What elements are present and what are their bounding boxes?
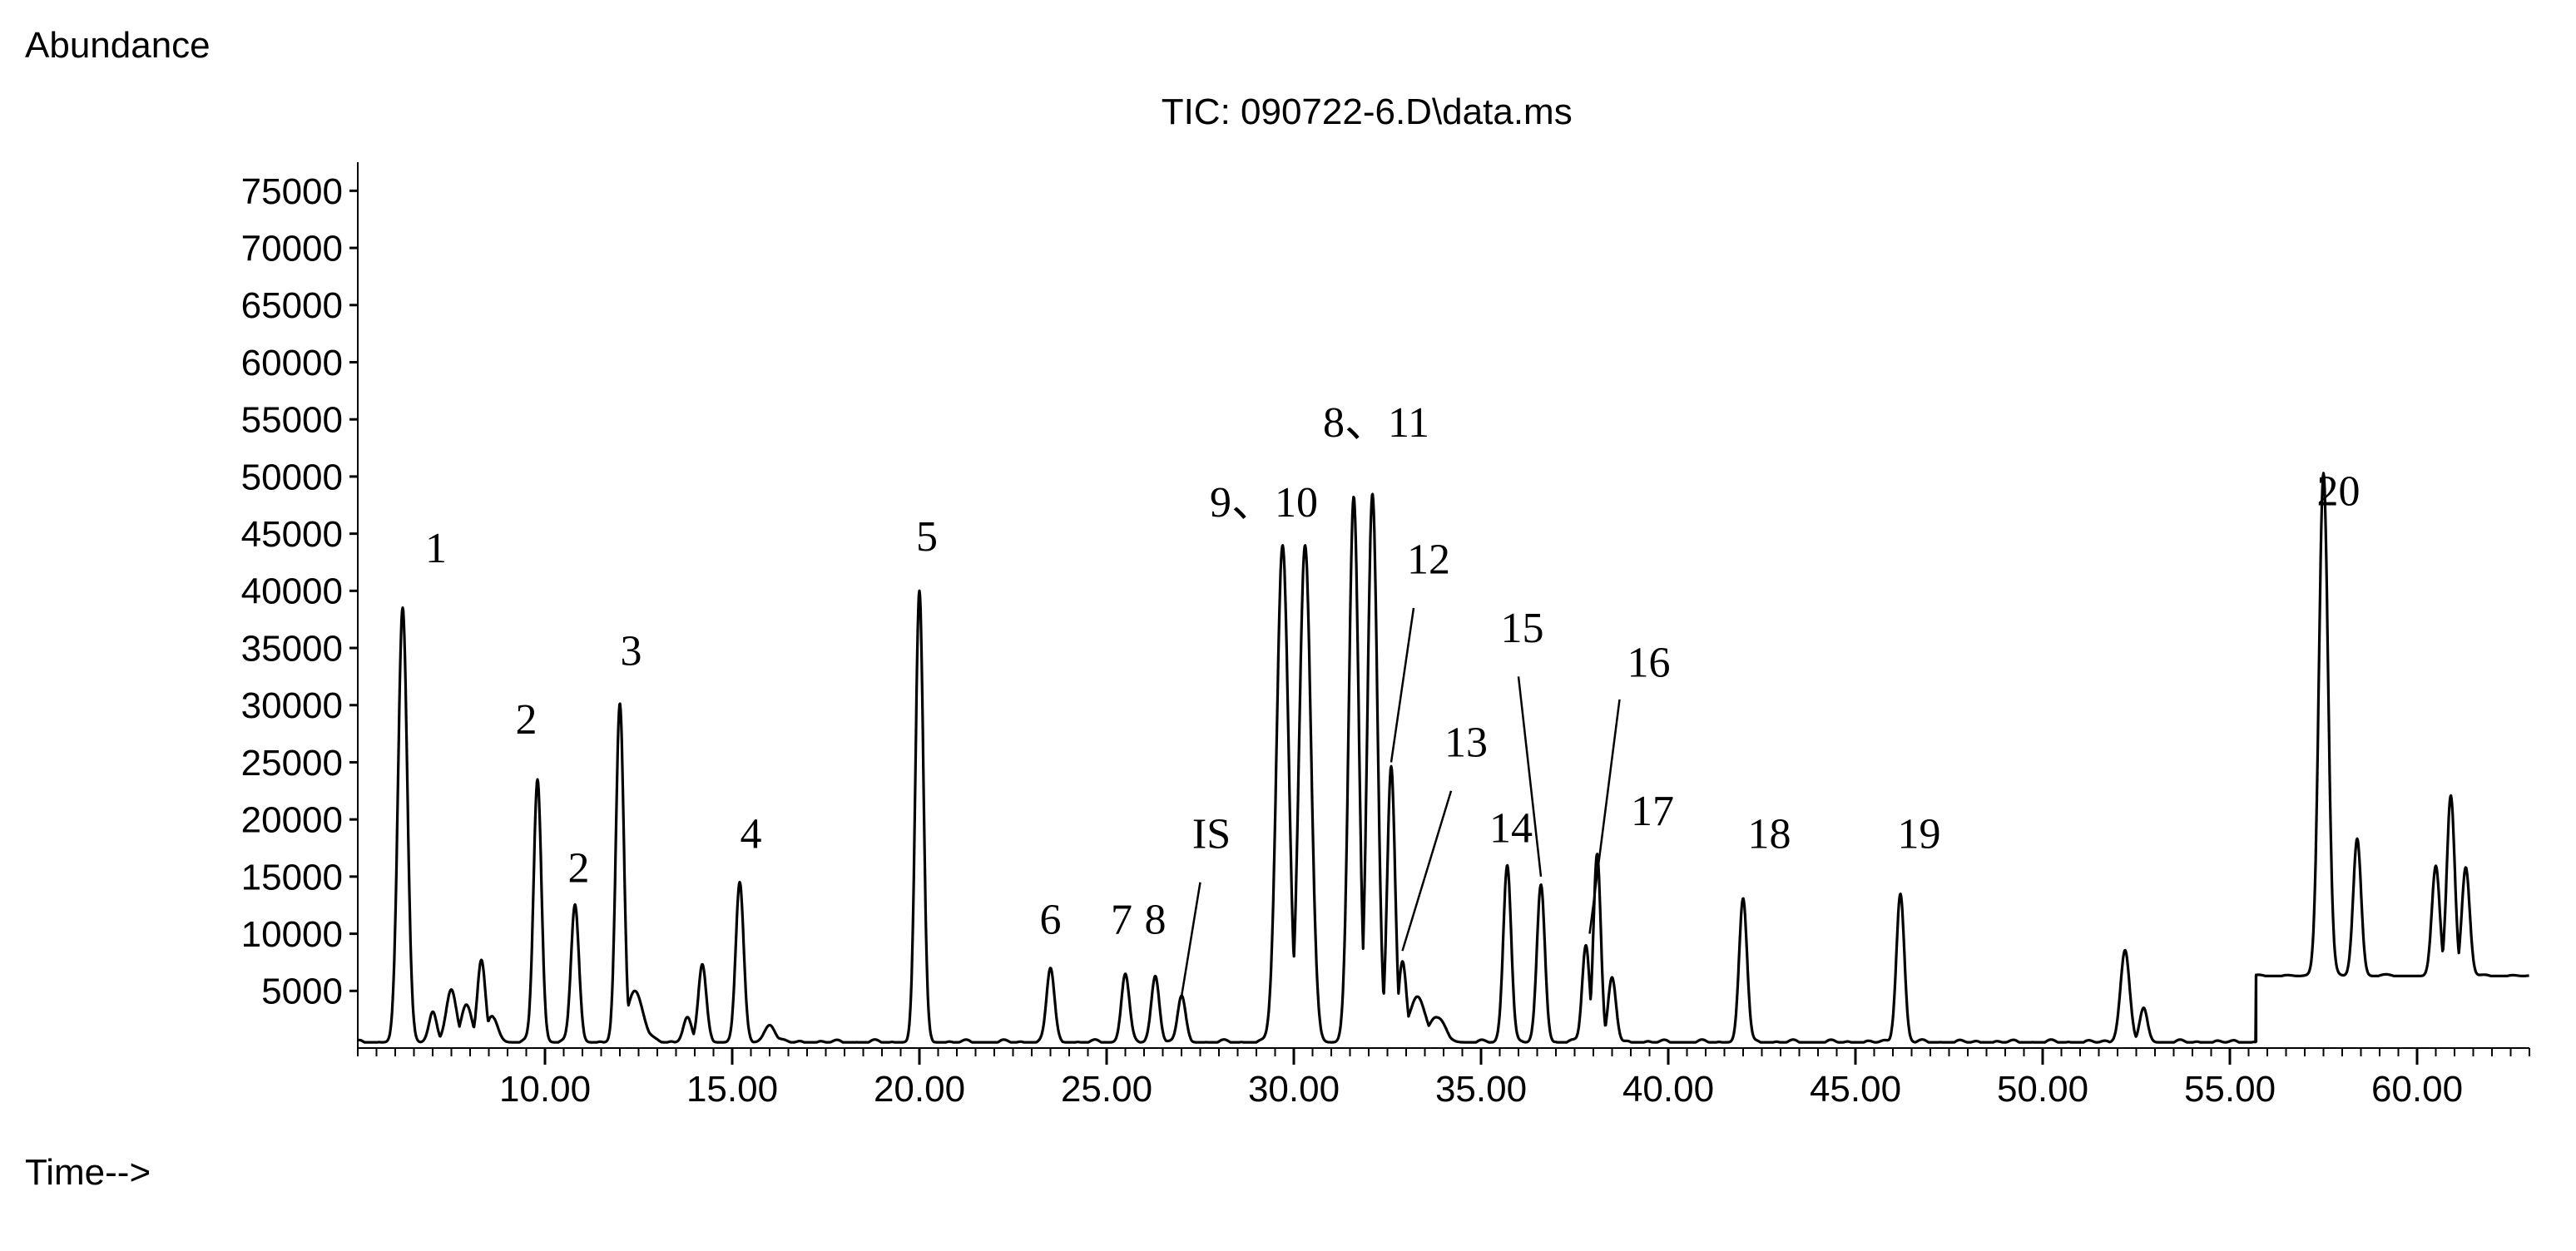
peak-pointer-line	[1590, 700, 1620, 934]
y-tick-label: 35000	[241, 628, 343, 669]
y-tick-label: 70000	[241, 228, 343, 269]
peak-label: 5	[916, 513, 938, 561]
peak-pointer-line	[1403, 791, 1452, 951]
peak-label: 2	[516, 696, 537, 744]
peak-label: 6	[1040, 897, 1062, 944]
y-tick-label: 25000	[241, 743, 343, 784]
x-tick-label: 40.00	[1622, 1069, 1714, 1110]
peak-pointer-line	[1181, 883, 1201, 996]
y-tick-label: 30000	[241, 685, 343, 726]
y-tick-label: 75000	[241, 171, 343, 212]
peak-label: 18	[1748, 811, 1791, 858]
peak-label: 3	[621, 628, 642, 675]
y-tick-label: 65000	[241, 285, 343, 326]
x-tick-label: 55.00	[2184, 1069, 2276, 1110]
peak-label: IS	[1192, 811, 1231, 858]
y-tick-label: 60000	[241, 343, 343, 383]
peak-label: 19	[1898, 811, 1941, 858]
x-tick-label: 35.00	[1435, 1069, 1527, 1110]
peak-label: 8	[1145, 897, 1167, 944]
y-tick-label: 40000	[241, 571, 343, 612]
peak-pointer-line	[1391, 608, 1414, 763]
y-tick-label: 55000	[241, 400, 343, 441]
y-tick-label: 50000	[241, 457, 343, 497]
x-tick-label: 60.00	[2371, 1069, 2463, 1110]
peak-label: 20	[2317, 467, 2361, 515]
chromatogram-figure: 5000 10000 15000 20000 25000 30000 35000 40000 4…	[0, 0, 2576, 1251]
peak-label: 1	[425, 525, 447, 572]
x-axis-label: Time-->	[25, 1152, 151, 1194]
peak-label: 9、10	[1210, 479, 1318, 527]
x-tick-label: 15.00	[686, 1069, 778, 1110]
peak-label: 13	[1444, 719, 1488, 767]
peak-label: 16	[1627, 639, 1671, 686]
peak-label: 15	[1501, 605, 1544, 652]
x-tick-label: 10.00	[499, 1069, 591, 1110]
x-tick-label: 20.00	[874, 1069, 965, 1110]
x-tick-label: 25.00	[1061, 1069, 1152, 1110]
chart-title: TIC: 090722-6.D\data.ms	[1162, 91, 1573, 133]
peak-label: 2	[568, 845, 590, 893]
y-tick-label: 10000	[241, 914, 343, 955]
y-tick-label: 20000	[241, 800, 343, 841]
y-axis-label: Abundance	[25, 25, 211, 67]
peak-label: 7	[1111, 897, 1132, 944]
y-tick-label: 5000	[261, 972, 343, 1012]
peak-label: 8、11	[1323, 399, 1429, 447]
x-tick-label: 50.00	[1997, 1069, 2088, 1110]
x-tick-label: 30.00	[1248, 1069, 1340, 1110]
peak-label: 14	[1489, 805, 1533, 853]
chromatogram-svg: 5000 10000 15000 20000 25000 30000 35000 40000 4…	[0, 0, 2576, 1251]
peak-label: 12	[1407, 536, 1450, 584]
peak-label: 17	[1631, 788, 1674, 835]
peak-label: 4	[741, 811, 762, 858]
y-tick-label: 15000	[241, 857, 343, 897]
y-tick-label: 45000	[241, 514, 343, 555]
x-tick-label: 45.00	[1810, 1069, 1901, 1110]
